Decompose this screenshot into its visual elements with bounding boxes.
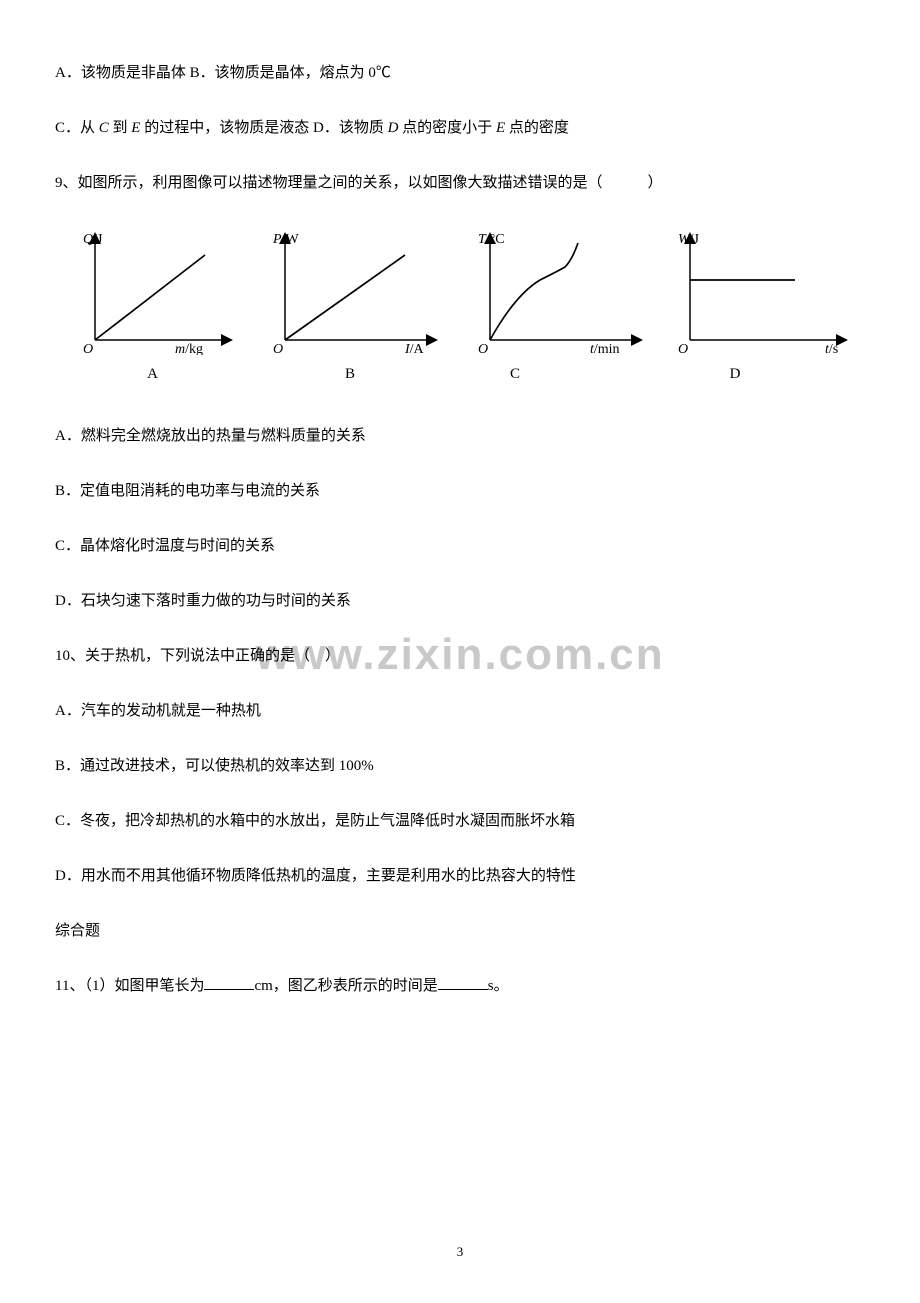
q8-options-ab: A．该物质是非晶体 B．该物质是晶体，熔点为 0℃: [55, 60, 865, 87]
q8-opt-d-suffix: 点的密度: [505, 120, 569, 136]
svg-text:O: O: [478, 342, 488, 355]
page-number: 3: [457, 1240, 464, 1263]
q11-unit2: s。: [488, 978, 509, 994]
q11-stem: 11、（1）如图甲笔长为 cm，图乙秒表所示的时间是 s。: [55, 973, 865, 1000]
q8-options-cd: C．从 C 到 E 的过程中，该物质是液态 D．该物质 D 点的密度小于 E 点…: [55, 115, 865, 142]
chart-b: P/W O I/A B: [255, 225, 445, 388]
svg-text:T/°C: T/°C: [478, 232, 505, 247]
svg-text:O: O: [273, 342, 283, 355]
q8-opt-c-mid1: 到: [109, 120, 132, 136]
q8-opt-c-c: C: [99, 120, 109, 136]
q8-opt-c-prefix: C．从: [55, 120, 99, 136]
chart-c: T/°C O t/min C: [460, 225, 650, 388]
q9-opt-b: B．定值电阻消耗的电功率与电流的关系: [55, 478, 865, 505]
q11-blank-1: [204, 975, 254, 990]
q8-opt-d-mid: 点的密度小于: [398, 120, 496, 136]
chart-b-label: B: [345, 361, 355, 388]
svg-text:P/W: P/W: [272, 232, 299, 247]
q8-opt-b: B．该物质是晶体，熔点为 0℃: [190, 65, 391, 81]
svg-text:I/A: I/A: [404, 342, 425, 355]
q8-opt-d-e: E: [496, 120, 505, 136]
svg-text:O: O: [83, 342, 93, 355]
q8-opt-d-d: D: [388, 120, 399, 136]
q10-opt-a: A．汽车的发动机就是一种热机: [55, 698, 865, 725]
svg-text:Q/J: Q/J: [83, 232, 103, 247]
q9-opt-d: D．石块匀速下落时重力做的功与时间的关系: [55, 588, 865, 615]
chart-a-label: A: [147, 361, 158, 388]
q10-opt-b: B．通过改进技术，可以使热机的效率达到 100%: [55, 753, 865, 780]
q10-opt-d: D．用水而不用其他循环物质降低热机的温度，主要是利用水的比热容大的特性: [55, 863, 865, 890]
q8-opt-d-prefix: D．该物质: [313, 120, 388, 136]
svg-text:m/kg: m/kg: [175, 342, 203, 355]
q11-unit1: cm，图乙秒表所示的时间是: [254, 978, 437, 994]
svg-text:W/J: W/J: [678, 232, 700, 247]
svg-text:t/s: t/s: [825, 342, 838, 355]
q10-stem: 10、关于热机，下列说法中正确的是（ ）: [55, 643, 865, 670]
chart-c-label: C: [510, 361, 520, 388]
chart-d-label: D: [730, 361, 741, 388]
q11-blank-2: [438, 975, 488, 990]
chart-a: Q/J O m/kg A: [65, 225, 240, 388]
svg-text:O: O: [678, 342, 688, 355]
q9-charts-row: Q/J O m/kg A P/W O I/A B: [55, 225, 865, 388]
q10-opt-c: C．冬夜，把冷却热机的水箱中的水放出，是防止气温降低时水凝固而胀坏水箱: [55, 808, 865, 835]
page-content: A．该物质是非晶体 B．该物质是晶体，熔点为 0℃ C．从 C 到 E 的过程中…: [55, 60, 865, 1000]
section-heading: 综合题: [55, 918, 865, 945]
q9-opt-c: C．晶体熔化时温度与时间的关系: [55, 533, 865, 560]
q8-opt-a: A．该物质是非晶体: [55, 65, 186, 81]
q9-opt-a: A．燃料完全燃烧放出的热量与燃料质量的关系: [55, 423, 865, 450]
q9-stem: 9、如图所示，利用图像可以描述物理量之间的关系，以如图像大致描述错误的是（ ）: [55, 170, 865, 197]
q8-opt-c-mid2: 的过程中，该物质是液态: [140, 120, 309, 136]
q11-prefix: 11、（1）如图甲笔长为: [55, 978, 204, 994]
svg-text:t/min: t/min: [590, 342, 620, 355]
chart-d: W/J O t/s D: [665, 225, 855, 388]
